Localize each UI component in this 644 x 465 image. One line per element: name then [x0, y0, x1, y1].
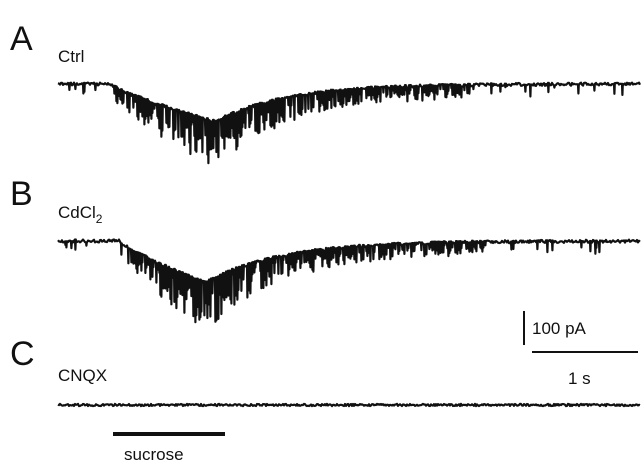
condition-label-b-main: CdCl: [58, 203, 96, 222]
condition-label-c: CNQX: [58, 366, 107, 385]
trace-cnqx: [57, 402, 641, 408]
panel-letter-a: A: [10, 20, 33, 58]
trace-ctrl: [57, 81, 641, 165]
condition-label-b: CdCl2: [58, 203, 103, 226]
panel-letter-b: B: [10, 175, 33, 213]
scale-bar-time-label: 1 s: [568, 369, 591, 388]
panel-letter-c: C: [10, 335, 35, 373]
condition-label-a: Ctrl: [58, 47, 84, 66]
sucrose-label: sucrose: [124, 445, 184, 464]
condition-label-b-subscript: 2: [96, 212, 103, 226]
trace-cdcl2: [57, 238, 641, 324]
scale-bar-current-label: 100 pA: [532, 319, 587, 338]
